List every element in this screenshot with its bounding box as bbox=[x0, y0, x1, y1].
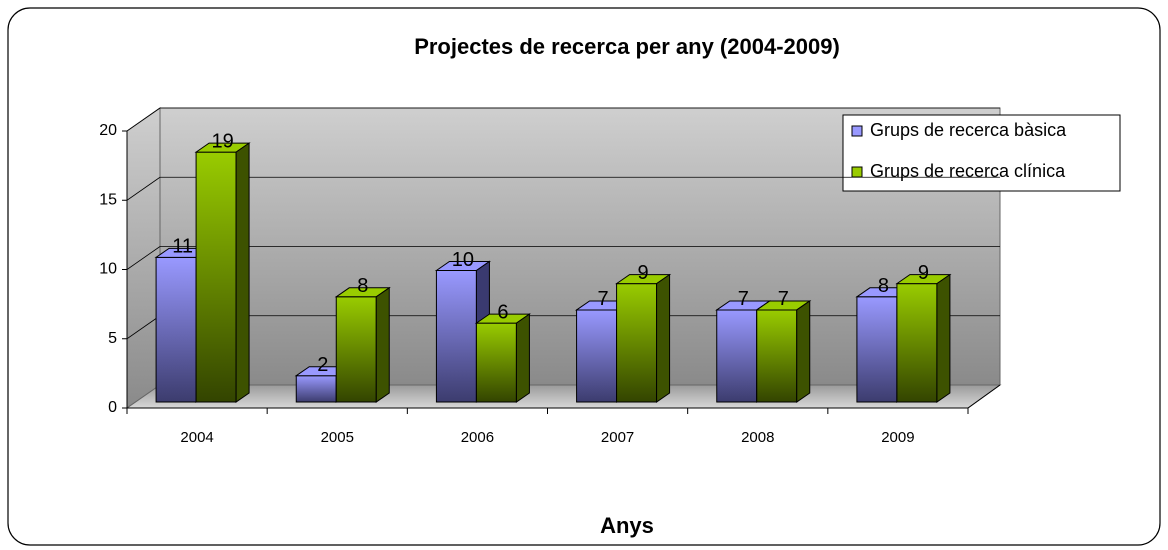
y-tick-label: 0 bbox=[108, 399, 117, 416]
data-label: 19 bbox=[211, 130, 233, 152]
bar-side bbox=[515, 313, 530, 403]
legend-swatch bbox=[851, 125, 863, 137]
bar-side bbox=[656, 273, 671, 403]
grid-line bbox=[126, 176, 161, 201]
bar-side bbox=[235, 142, 250, 403]
bar bbox=[295, 375, 337, 403]
data-label: 6 bbox=[497, 301, 508, 323]
bar bbox=[335, 296, 377, 403]
bar bbox=[716, 309, 758, 403]
bar bbox=[155, 256, 197, 403]
grid-line bbox=[126, 315, 161, 340]
data-label: 2 bbox=[317, 354, 328, 376]
legend-swatch bbox=[851, 166, 863, 178]
bar bbox=[475, 322, 517, 403]
data-label: 7 bbox=[738, 288, 749, 310]
y-tick-label: 20 bbox=[99, 122, 117, 139]
data-label: 8 bbox=[357, 275, 368, 297]
bar bbox=[195, 151, 237, 403]
y-tick-label: 15 bbox=[99, 191, 117, 208]
grid-line bbox=[126, 246, 161, 270]
bar-side bbox=[375, 286, 390, 403]
x-tick-label: 2009 bbox=[881, 429, 914, 446]
x-tick-label: 2005 bbox=[321, 429, 354, 446]
data-label: 7 bbox=[598, 288, 609, 310]
y-tick-label: 10 bbox=[99, 261, 117, 278]
legend-label: Grups de recerca bàsica bbox=[870, 120, 1067, 140]
x-tick-label: 2007 bbox=[601, 429, 634, 446]
x-tick-label: 2008 bbox=[741, 429, 774, 446]
bar bbox=[616, 283, 658, 403]
data-label: 8 bbox=[878, 275, 889, 297]
x-axis-depth bbox=[967, 384, 1001, 409]
grid-line bbox=[126, 107, 161, 132]
bar bbox=[756, 309, 798, 403]
chart-title: Projectes de recerca per any (2004-2009) bbox=[414, 34, 840, 59]
bar bbox=[856, 296, 898, 403]
bar bbox=[576, 309, 618, 403]
legend: Grups de recerca bàsica Grups de recerca … bbox=[842, 114, 1121, 192]
data-label: 9 bbox=[638, 262, 649, 284]
bar-side bbox=[936, 273, 951, 403]
y-tick-label: 5 bbox=[108, 330, 117, 347]
legend-box bbox=[842, 114, 1121, 192]
x-tick-label: 2004 bbox=[180, 429, 213, 446]
x-axis-label: Anys bbox=[600, 513, 654, 538]
data-label: 9 bbox=[918, 262, 929, 284]
data-label: 11 bbox=[172, 236, 193, 258]
x-tick-label: 2006 bbox=[461, 429, 494, 446]
data-label: 10 bbox=[452, 249, 474, 271]
bar bbox=[435, 270, 477, 403]
legend-label: Grups de recerca clínica bbox=[870, 161, 1066, 181]
data-label: 7 bbox=[778, 288, 789, 310]
bar bbox=[896, 283, 938, 403]
bar-side bbox=[796, 299, 811, 403]
